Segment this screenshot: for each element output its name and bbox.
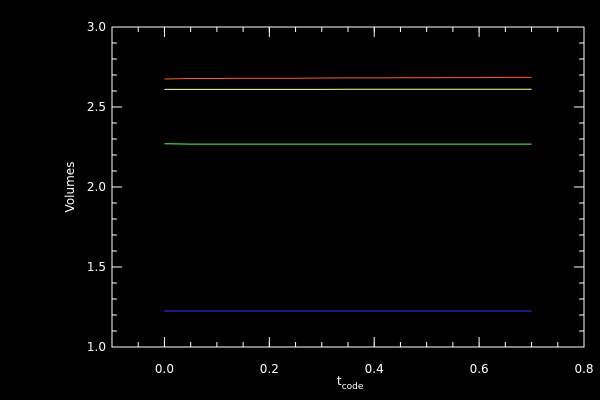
x-axis-label-subscript: code — [342, 382, 364, 392]
y-axis-label: Volumes — [63, 162, 77, 213]
y-tick-label: 3.0 — [87, 20, 106, 34]
y-tick-label: 2.5 — [87, 100, 106, 114]
plot-frame — [111, 26, 585, 348]
series-lines — [164, 76, 532, 312]
x-tick-label: 0.8 — [574, 362, 593, 376]
y-tick-label: 1.5 — [87, 260, 106, 274]
x-tick-label: 0.4 — [365, 362, 384, 376]
x-axis-label-main: t — [337, 374, 342, 388]
axis-ticks: 0.0 0.2 0.4 0.6 0.8 1.0 1.5 2.0 2.5 3.0 — [87, 20, 594, 376]
x-axis-label: tcode — [337, 374, 364, 392]
series-line-1 — [164, 76, 532, 80]
x-tick-label: 0.2 — [260, 362, 279, 376]
x-tick-label: 0.0 — [155, 362, 174, 376]
y-tick-label: 2.0 — [87, 180, 106, 194]
y-tick-label: 1.0 — [87, 340, 106, 354]
x-tick-label: 0.6 — [470, 362, 489, 376]
